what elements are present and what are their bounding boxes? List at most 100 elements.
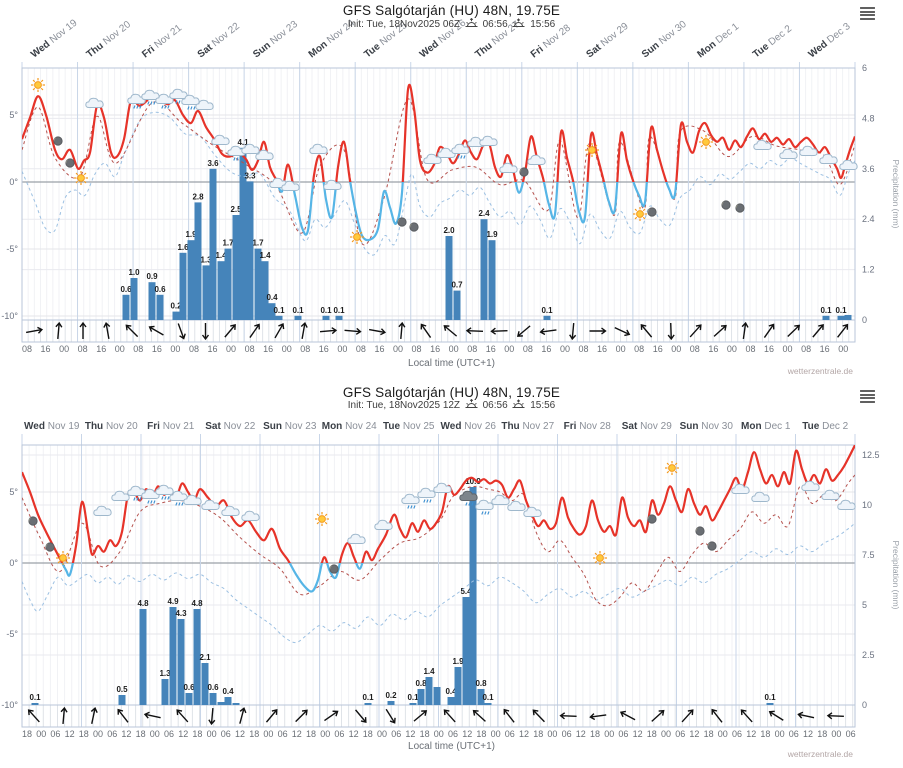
cloud-icon bbox=[479, 135, 498, 146]
svg-text:0.1: 0.1 bbox=[835, 306, 847, 315]
cloud-icon bbox=[779, 148, 798, 159]
temperature-curves bbox=[22, 83, 855, 256]
svg-text:00: 00 bbox=[838, 344, 848, 354]
svg-text:18: 18 bbox=[136, 729, 146, 739]
svg-text:00: 00 bbox=[263, 729, 273, 739]
svg-text:2.5: 2.5 bbox=[862, 650, 875, 660]
meteogram-panel-bottom: 0.1 0.5 4.8 1.3 4.9 4.3 0.6 4.8 2.1 0.6 0.4 0.1 0.2 0… bbox=[0, 384, 903, 768]
svg-text:0.6: 0.6 bbox=[183, 683, 195, 692]
x-axis-label: Local time (UTC+1) bbox=[408, 741, 495, 752]
svg-text:16: 16 bbox=[653, 344, 663, 354]
svg-text:0.6: 0.6 bbox=[207, 683, 219, 692]
svg-text:0.1: 0.1 bbox=[764, 693, 776, 702]
cloud-icon bbox=[281, 180, 300, 191]
svg-text:12: 12 bbox=[121, 729, 131, 739]
svg-text:16: 16 bbox=[764, 344, 774, 354]
svg-text:0.1: 0.1 bbox=[407, 693, 419, 702]
svg-text:1.4: 1.4 bbox=[423, 667, 435, 676]
svg-text:00: 00 bbox=[718, 729, 728, 739]
svg-text:0.8: 0.8 bbox=[415, 679, 427, 688]
svg-text:Tue Nov 25: Tue Nov 25 bbox=[383, 421, 435, 432]
svg-text:1.7: 1.7 bbox=[222, 239, 234, 248]
sunrise-time: 06:56 bbox=[482, 19, 508, 30]
svg-text:00: 00 bbox=[207, 729, 217, 739]
svg-text:00: 00 bbox=[59, 344, 69, 354]
svg-text:00: 00 bbox=[170, 344, 180, 354]
precip-bars: 0.10.54.81.34.94.30.64.82.10.6 0.40.1 0.2 0… bbox=[29, 477, 776, 705]
svg-text:08: 08 bbox=[412, 344, 422, 354]
rain-icon bbox=[475, 499, 494, 515]
svg-text:16: 16 bbox=[541, 344, 551, 354]
svg-text:5°: 5° bbox=[9, 487, 18, 497]
svg-text:1.9: 1.9 bbox=[185, 230, 197, 239]
svg-text:00: 00 bbox=[547, 729, 557, 739]
menu-icon[interactable] bbox=[860, 390, 875, 404]
rain-icon bbox=[401, 493, 420, 509]
svg-text:18: 18 bbox=[476, 729, 486, 739]
svg-text:1.4: 1.4 bbox=[215, 251, 227, 260]
wind-arrows bbox=[25, 321, 849, 341]
cloud-icon bbox=[111, 490, 130, 501]
svg-text:1.7: 1.7 bbox=[252, 239, 264, 248]
svg-text:18: 18 bbox=[533, 729, 543, 739]
rain-icon bbox=[155, 93, 174, 109]
svg-text:06: 06 bbox=[675, 729, 685, 739]
plot-border bbox=[21, 67, 856, 343]
svg-text:08: 08 bbox=[133, 344, 143, 354]
meteogram-canvas-top: 0.6 1.0 0.9 0.6 0.2 1.6 1.9 2.8 1.3 3.6 1.4 1.7 2.5 4… bbox=[1, 17, 901, 354]
moon-icon bbox=[329, 564, 339, 574]
svg-text:7.5: 7.5 bbox=[862, 550, 875, 560]
svg-text:06: 06 bbox=[618, 729, 628, 739]
svg-text:0: 0 bbox=[862, 315, 867, 325]
sunset-icon bbox=[512, 399, 525, 408]
svg-text:06: 06 bbox=[789, 729, 799, 739]
svg-text:18: 18 bbox=[249, 729, 259, 739]
svg-text:0.6: 0.6 bbox=[120, 285, 132, 294]
svg-text:0.1: 0.1 bbox=[541, 306, 553, 315]
svg-text:08: 08 bbox=[245, 344, 255, 354]
svg-text:1.2: 1.2 bbox=[862, 265, 875, 275]
cloud-icon bbox=[309, 143, 328, 154]
rain-icon bbox=[141, 89, 160, 105]
moon-icon bbox=[519, 167, 529, 177]
svg-text:12: 12 bbox=[235, 729, 245, 739]
dashed-blue-line bbox=[22, 522, 855, 644]
svg-text:16: 16 bbox=[597, 344, 607, 354]
svg-text:12: 12 bbox=[746, 729, 756, 739]
svg-text:Tue Dec 2: Tue Dec 2 bbox=[802, 421, 848, 432]
cloud-icon bbox=[201, 499, 220, 510]
svg-text:-10°: -10° bbox=[1, 311, 18, 321]
svg-text:06: 06 bbox=[278, 729, 288, 739]
svg-text:Fri Nov 21: Fri Nov 21 bbox=[147, 421, 195, 432]
svg-text:0°: 0° bbox=[9, 558, 18, 568]
wind-arrows bbox=[27, 706, 844, 726]
svg-text:00: 00 bbox=[491, 729, 501, 739]
cloud-icon bbox=[323, 179, 342, 190]
svg-text:Sat Nov 29: Sat Nov 29 bbox=[622, 421, 672, 432]
svg-text:00: 00 bbox=[320, 729, 330, 739]
cloud-icon bbox=[374, 519, 393, 530]
svg-text:06: 06 bbox=[562, 729, 572, 739]
rain-icon bbox=[155, 484, 174, 500]
svg-text:00: 00 bbox=[504, 344, 514, 354]
svg-text:0.5: 0.5 bbox=[116, 685, 128, 694]
cloud-icon bbox=[527, 154, 546, 165]
temp-axis-labels: 5° 0° -5° -10° bbox=[1, 110, 18, 321]
cloud-icon bbox=[423, 153, 442, 164]
svg-text:1.9: 1.9 bbox=[486, 230, 498, 239]
svg-text:06: 06 bbox=[391, 729, 401, 739]
svg-text:0.6: 0.6 bbox=[154, 285, 166, 294]
svg-text:10.9: 10.9 bbox=[465, 477, 481, 486]
moon-icon bbox=[28, 516, 38, 526]
grid-minor bbox=[28, 445, 854, 727]
svg-text:3.6: 3.6 bbox=[207, 159, 219, 168]
svg-text:0.1: 0.1 bbox=[362, 693, 374, 702]
menu-icon[interactable] bbox=[860, 7, 875, 21]
svg-text:0.2: 0.2 bbox=[385, 691, 397, 700]
cloud-icon bbox=[799, 145, 818, 156]
svg-text:00: 00 bbox=[831, 729, 841, 739]
svg-text:12.5: 12.5 bbox=[862, 450, 880, 460]
meteogram-canvas-bottom: 0.10.54.81.34.94.30.64.82.10.6 0.40.1 0.2 0… bbox=[1, 421, 901, 739]
svg-text:18: 18 bbox=[363, 729, 373, 739]
svg-text:08: 08 bbox=[523, 344, 533, 354]
